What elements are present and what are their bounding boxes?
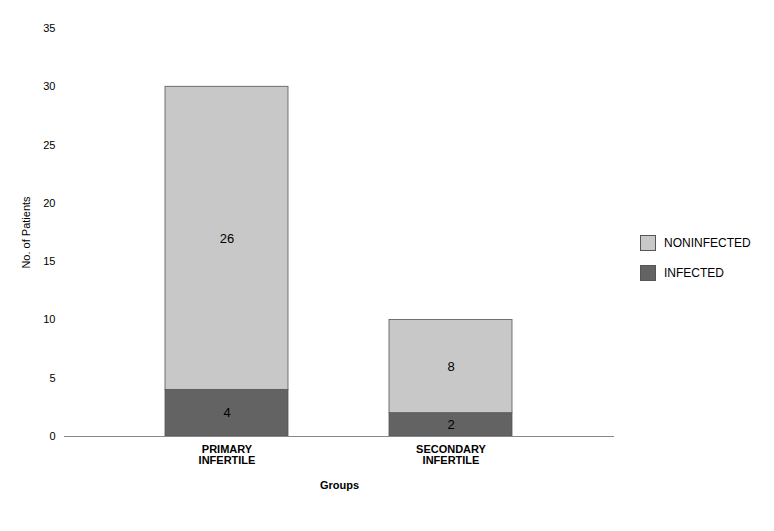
- svg-text:PRIMARYINFERTILE: PRIMARYINFERTILE: [199, 443, 256, 466]
- svg-text:8: 8: [447, 359, 454, 374]
- svg-text:30: 30: [43, 80, 55, 92]
- svg-text:35: 35: [43, 22, 55, 34]
- svg-text:26: 26: [220, 230, 234, 245]
- svg-text:10: 10: [43, 313, 55, 325]
- svg-text:20: 20: [43, 197, 55, 209]
- svg-text:0: 0: [49, 430, 55, 442]
- svg-text:Groups: Groups: [320, 479, 359, 491]
- svg-text:5: 5: [49, 372, 55, 384]
- svg-text:SECONDARYINFERTILE: SECONDARYINFERTILE: [416, 443, 487, 466]
- svg-text:4: 4: [223, 405, 230, 420]
- svg-text:15: 15: [43, 255, 55, 267]
- svg-text:No. of Patients: No. of Patients: [20, 196, 32, 269]
- html-text:NONINFECTED: NONINFECTED: [664, 236, 751, 250]
- svg-text:25: 25: [43, 139, 55, 151]
- svg-text:2: 2: [447, 417, 454, 432]
- html-text:INFECTED: INFECTED: [664, 266, 724, 280]
